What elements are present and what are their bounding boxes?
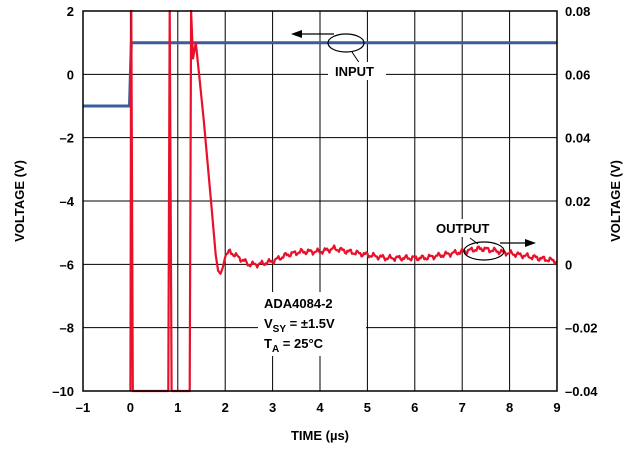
output-ellipse	[463, 241, 505, 261]
series-layer	[83, 9, 558, 393]
conditions-bg	[258, 292, 366, 356]
input-label-bg	[328, 62, 386, 80]
input-annotation: INPUT	[291, 30, 386, 80]
output-label-bg	[432, 219, 500, 237]
series-line-output	[129, 9, 558, 393]
y-left-tick-label: –8	[60, 321, 74, 336]
vsy-label: VSY = ±1.5V	[264, 316, 335, 335]
y-right-tick-label: –0.02	[565, 321, 598, 336]
y-left-tick-label: 0	[67, 67, 74, 82]
input-ellipse	[327, 33, 365, 53]
device-label: ADA4084-2	[264, 296, 333, 311]
y-right-tick-label: 0.02	[565, 194, 590, 209]
x-tick-label: 1	[174, 400, 181, 415]
y-right-tick-label: 0.04	[565, 131, 591, 146]
y-left-tick-label: 2	[67, 4, 74, 19]
vsy-sub: SY	[273, 324, 287, 335]
y-axis-title-left: VOLTAGE (V)	[12, 160, 27, 242]
x-tick-label: 4	[316, 400, 324, 415]
input-label: INPUT	[335, 64, 374, 79]
output-arrow-head	[525, 239, 536, 247]
ta-sub: A	[272, 344, 279, 355]
x-tick-label: –1	[76, 400, 90, 415]
ta-value: = 25°C	[279, 336, 323, 351]
x-tick-label: 7	[459, 400, 466, 415]
tick-labels: –1 0 1 2 3 4 5 6 7 8 9–10–8–6–4–202–0.04–0.0200.02…	[52, 4, 598, 415]
output-label: OUTPUT	[436, 221, 490, 236]
output-annotation: OUTPUT	[432, 219, 536, 261]
ta-label: TA = 25°C	[264, 336, 324, 355]
vsy-main: V	[264, 316, 273, 331]
y-left-tick-label: –4	[60, 194, 75, 209]
y-right-tick-label: 0.08	[565, 4, 590, 19]
conditions-box: ADA4084-2 VSY = ±1.5V TA = 25°C	[258, 292, 366, 356]
y-right-tick-label: 0.06	[565, 67, 590, 82]
x-tick-label: 2	[222, 400, 229, 415]
x-tick-label: 8	[506, 400, 513, 415]
x-tick-label: 3	[269, 400, 276, 415]
y-right-tick-label: –0.04	[565, 384, 598, 399]
ta-main: T	[264, 336, 272, 351]
y-axis-title-right: VOLTAGE (V)	[608, 160, 623, 242]
y-left-tick-label: –2	[60, 131, 74, 146]
x-tick-label: 9	[553, 400, 560, 415]
y-left-tick-label: –6	[60, 257, 74, 272]
plot-frame	[82, 10, 558, 392]
y-right-tick-label: 0	[565, 257, 572, 272]
input-arrow-head	[291, 30, 302, 38]
x-tick-label: 6	[411, 400, 418, 415]
vsy-value: = ±1.5V	[286, 316, 335, 331]
y-left-tick-label: –10	[52, 384, 74, 399]
x-tick-label: 0	[127, 400, 134, 415]
x-axis-title: TIME (µs)	[291, 428, 349, 443]
x-tick-label: 5	[364, 400, 371, 415]
